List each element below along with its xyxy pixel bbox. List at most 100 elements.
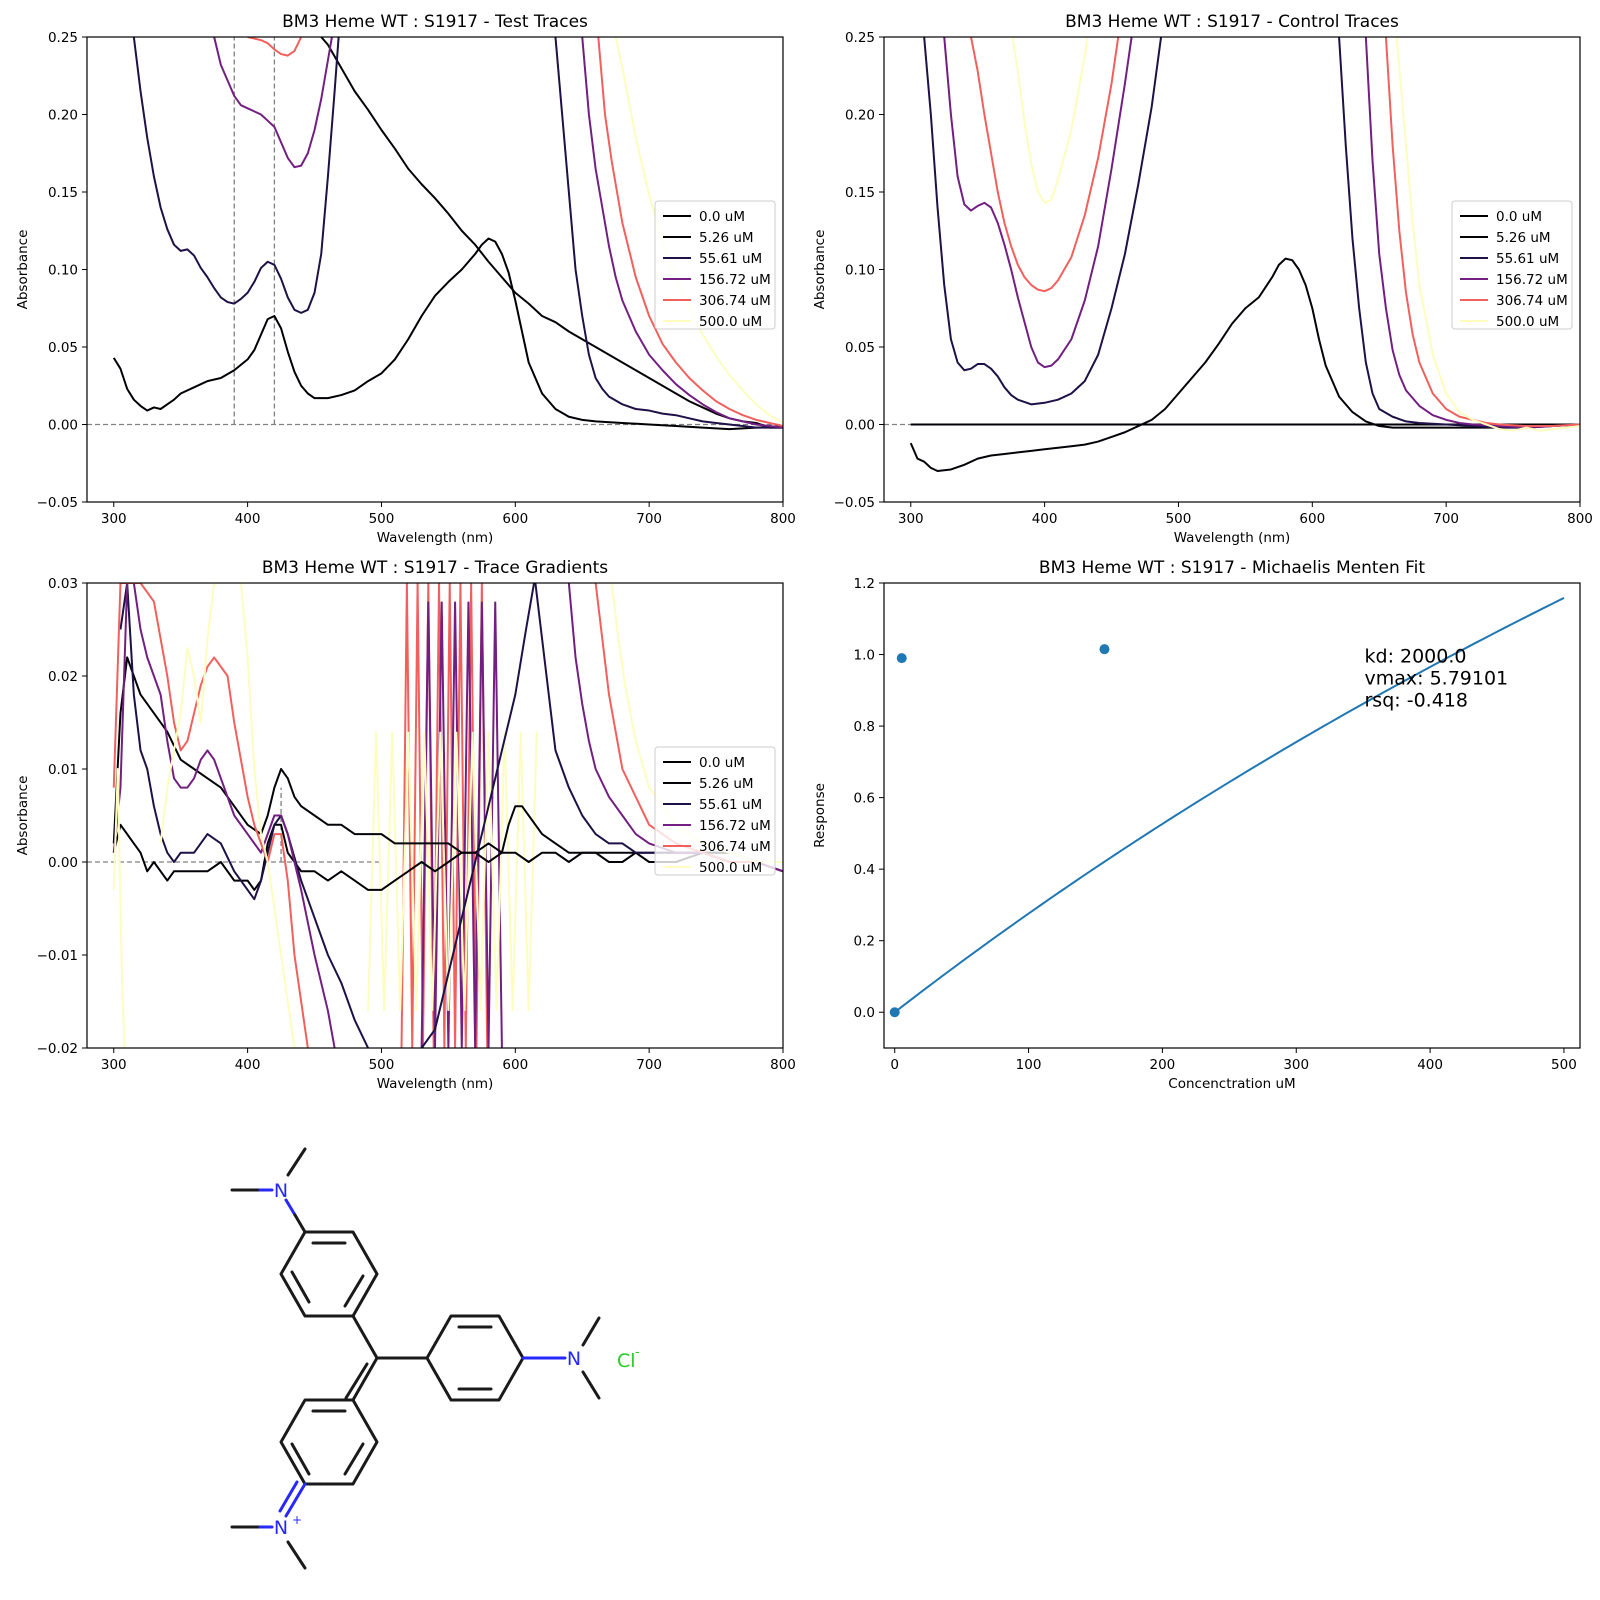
nitrogen-label-right: N — [567, 1348, 581, 1370]
series-line — [554, 37, 783, 429]
fit-annotation: vmax: 5.79101 — [1365, 668, 1509, 690]
legend-entry: 0.0 uM — [1496, 209, 1542, 225]
positive-charge-label: + — [292, 1513, 302, 1527]
series-line — [970, 37, 1120, 293]
series-line — [112, 583, 309, 1048]
legend-frame — [654, 200, 776, 330]
x-tick-label: 600 — [502, 511, 528, 527]
x-axis-label: Wavelength (nm) — [377, 1076, 494, 1092]
y-tick-label: 0.03 — [48, 576, 78, 592]
x-tick-label: 200 — [1150, 1057, 1176, 1073]
axes-frame — [883, 582, 1581, 1049]
series-line — [1384, 37, 1580, 428]
y-tick-label: −0.05 — [37, 495, 78, 511]
legend-entry: 156.72 uM — [1496, 272, 1568, 288]
y-tick-label: 0.01 — [48, 762, 78, 778]
y-tick-label: 0.25 — [48, 30, 78, 46]
x-tick-label: 400 — [1417, 1057, 1443, 1073]
y-tick-label: −0.01 — [37, 948, 78, 964]
data-point — [1099, 644, 1110, 655]
x-tick-label: 400 — [1032, 511, 1058, 527]
y-tick-label: 0.2 — [854, 934, 875, 950]
series-line — [119, 583, 369, 1048]
chart-title: BM3 Heme WT : S1917 - Test Traces — [282, 12, 588, 32]
x-axis-label: Wavelength (nm) — [377, 530, 494, 546]
x-tick-label: 300 — [1283, 1057, 1309, 1073]
legend-entry: 55.61 uM — [1496, 251, 1559, 267]
y-tick-label: 0.8 — [854, 719, 875, 735]
x-tick-label: 300 — [101, 1057, 127, 1073]
plot-area — [884, 37, 1580, 472]
fit-annotation: rsq: -0.418 — [1365, 690, 1468, 712]
y-tick-label: 0.20 — [845, 108, 875, 124]
gradient-noise-band — [367, 731, 538, 1011]
michaelis-menten-fit-panel: BM3 Heme WT : S1917 - Michaelis Menten F… — [812, 558, 1581, 1092]
legend-entry: 5.26 uM — [699, 776, 754, 792]
x-axis-label: Wavelength (nm) — [1174, 530, 1291, 546]
plot-area — [889, 597, 1565, 1018]
chloride-charge-label: - — [635, 1345, 640, 1360]
data-point — [896, 653, 907, 664]
legend-entry: 5.26 uM — [699, 230, 754, 246]
y-tick-label: 0.00 — [845, 418, 875, 434]
chemical-structure: N N N + Cl - — [230, 1147, 640, 1570]
y-tick-label: −0.02 — [37, 1041, 78, 1057]
x-tick-label: 500 — [369, 1057, 395, 1073]
y-tick-label: 0.02 — [48, 669, 78, 685]
legend-entry: 55.61 uM — [699, 797, 762, 813]
y-tick-label: 0.05 — [48, 340, 78, 356]
y-tick-label: 0.15 — [48, 185, 78, 201]
x-tick-label: 700 — [1433, 511, 1459, 527]
series-line — [213, 37, 333, 169]
series-line — [112, 823, 783, 891]
y-tick-label: 0.00 — [48, 418, 78, 434]
y-axis-label: Absorbance — [812, 230, 828, 310]
legend-frame — [1451, 200, 1573, 330]
legend-entry: 156.72 uM — [699, 818, 771, 834]
chart-title: BM3 Heme WT : S1917 - Trace Gradients — [262, 558, 608, 578]
legend-entry: 306.74 uM — [1496, 293, 1568, 309]
legend-entry: 306.74 uM — [699, 839, 771, 855]
control-traces-panel: BM3 Heme WT : S1917 - Control Traces Wave… — [812, 12, 1593, 546]
ring-top — [279, 1230, 379, 1318]
x-tick-label: 400 — [235, 511, 261, 527]
series-line — [943, 37, 1133, 369]
axes-frame — [86, 582, 784, 1049]
series-line — [909, 257, 1580, 472]
series-line — [247, 37, 303, 57]
series-line — [597, 37, 783, 428]
data-point — [889, 1007, 900, 1018]
x-tick-label: 800 — [1567, 511, 1593, 527]
x-tick-label: 500 — [1551, 1057, 1577, 1073]
series-line — [112, 237, 783, 431]
series-line — [112, 583, 336, 1048]
chloride-label: Cl — [617, 1350, 636, 1372]
x-tick-label: 500 — [369, 511, 395, 527]
x-tick-label: 700 — [636, 1057, 662, 1073]
axes-frame — [86, 36, 784, 503]
y-tick-label: 0.6 — [854, 791, 875, 807]
y-tick-label: 0.00 — [48, 855, 78, 871]
series-line — [1011, 37, 1089, 204]
y-tick-label: 0.20 — [48, 108, 78, 124]
plot-area — [87, 583, 783, 1048]
series-line — [581, 37, 783, 429]
series-line — [1364, 37, 1580, 429]
y-tick-label: 0.05 — [845, 340, 875, 356]
series-line — [132, 37, 340, 314]
x-tick-label: 400 — [235, 1057, 261, 1073]
legend: 0.0 uM 5.26 uM 55.61 uM 156.72 uM 306.74 uM 5… — [654, 200, 776, 330]
series-line — [112, 656, 783, 873]
legend-entry: 500.0 uM — [699, 860, 762, 876]
y-axis-label: Absorbance — [15, 776, 31, 856]
y-tick-label: 1.2 — [854, 576, 875, 592]
x-axis-label: Concenctration uM — [1168, 1076, 1295, 1092]
y-tick-label: 1.0 — [854, 648, 875, 664]
trace-gradients-panel: BM3 Heme WT : S1917 - Trace Gradients Wav… — [15, 558, 796, 1092]
x-tick-label: 600 — [1299, 511, 1325, 527]
series-line — [1395, 37, 1580, 432]
ring-bottom — [279, 1398, 379, 1486]
legend-entry: 5.26 uM — [1496, 230, 1551, 246]
x-tick-label: 700 — [636, 511, 662, 527]
y-axis-label: Absorbance — [15, 230, 31, 310]
